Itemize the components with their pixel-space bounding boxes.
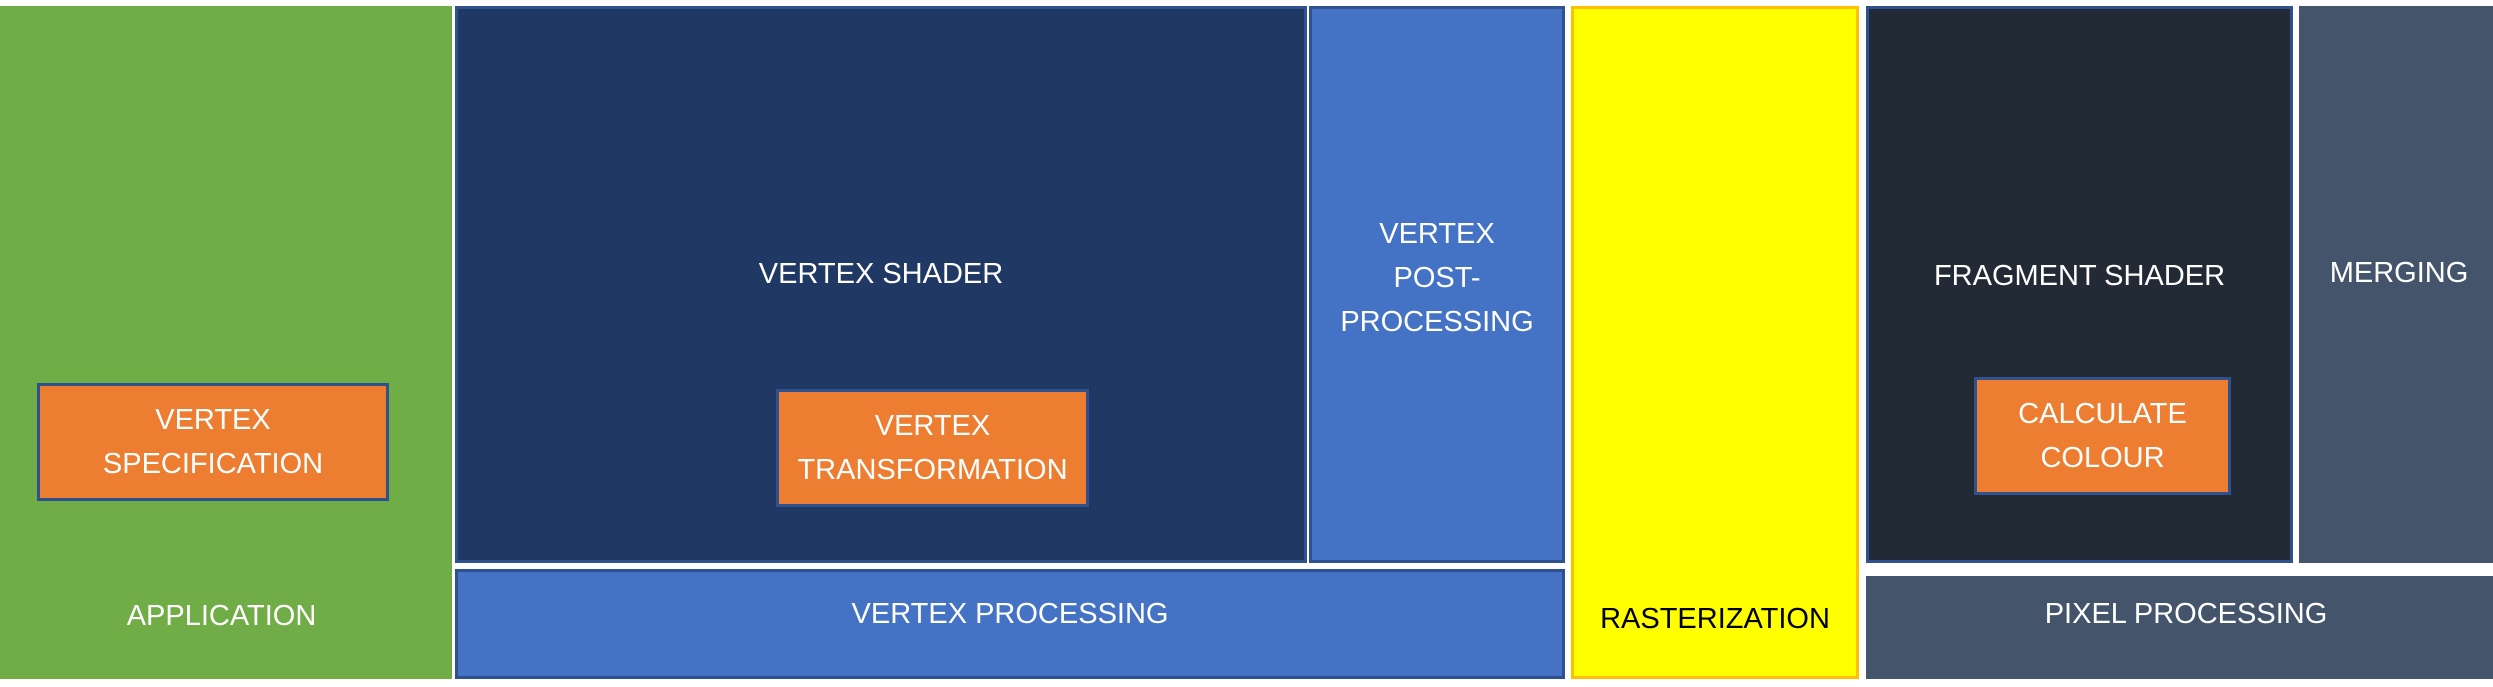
merging-stage: MERGING bbox=[2299, 6, 2493, 563]
vertex-processing-label: VERTEX PROCESSING bbox=[851, 598, 1169, 630]
vertex-shader-stage: VERTEX SHADER VERTEX TRANSFORMATION bbox=[455, 6, 1307, 563]
vertex-specification-label: VERTEX SPECIFICATION bbox=[102, 404, 324, 480]
vertex-shader-label: VERTEX SHADER bbox=[758, 258, 1004, 290]
vertex-processing-stage: VERTEX PROCESSING bbox=[455, 569, 1565, 679]
rasterization-label: RASTERIZATION bbox=[1600, 603, 1830, 635]
rasterization-stage: RASTERIZATION bbox=[1571, 6, 1859, 679]
application-label: APPLICATION bbox=[126, 600, 317, 632]
vertex-transformation-box: VERTEX TRANSFORMATION bbox=[776, 389, 1089, 507]
application-stage: VERTEX SPECIFICATION APPLICATION bbox=[0, 6, 452, 679]
merging-label: MERGING bbox=[2329, 257, 2469, 289]
vertex-post-processing-stage: VERTEX POST- PROCESSING bbox=[1309, 6, 1565, 563]
fragment-shader-stage: FRAGMENT SHADER CALCULATE COLOUR bbox=[1866, 6, 2293, 563]
vertex-specification-box: VERTEX SPECIFICATION bbox=[37, 383, 389, 501]
vertex-transformation-label: VERTEX TRANSFORMATION bbox=[797, 410, 1068, 486]
fragment-shader-label: FRAGMENT SHADER bbox=[1933, 260, 2226, 292]
pixel-processing-label: PIXEL PROCESSING bbox=[2044, 598, 2328, 630]
pixel-processing-stage: PIXEL PROCESSING bbox=[1866, 576, 2493, 679]
calculate-colour-box: CALCULATE COLOUR bbox=[1974, 377, 2231, 495]
vertex-post-processing-label: VERTEX POST- PROCESSING bbox=[1340, 218, 1534, 338]
calculate-colour-label: CALCULATE COLOUR bbox=[2018, 398, 2187, 474]
